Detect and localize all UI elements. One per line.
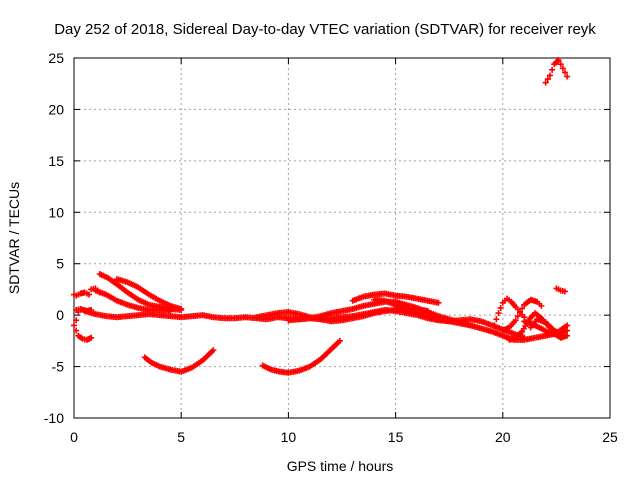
data-point <box>521 334 528 341</box>
data-points <box>71 57 571 376</box>
data-point <box>336 337 343 344</box>
series-track-7 <box>92 287 174 315</box>
x-tick-label: 5 <box>177 429 185 445</box>
data-point <box>491 322 498 329</box>
series-track-19 <box>553 285 568 295</box>
y-tick-label: 10 <box>48 204 64 220</box>
x-tick-label: 0 <box>70 429 78 445</box>
data-point <box>519 305 526 312</box>
data-point <box>557 61 564 68</box>
series-track-21 <box>259 337 343 376</box>
data-point <box>512 317 519 324</box>
x-tick-label: 20 <box>495 429 511 445</box>
x-tick-label: 25 <box>602 429 618 445</box>
data-point <box>559 65 566 72</box>
data-point <box>564 73 571 80</box>
plot-frame <box>73 57 611 419</box>
y-axis-label: SDTVAR / TECUs <box>6 182 22 294</box>
x-tick-label: 15 <box>388 429 404 445</box>
data-point <box>467 322 474 329</box>
data-point <box>86 291 93 298</box>
data-point <box>497 304 504 311</box>
data-point <box>178 305 185 312</box>
data-point <box>516 309 523 316</box>
data-point <box>538 302 545 309</box>
data-point <box>561 69 568 76</box>
data-point <box>167 308 174 315</box>
series-track-20 <box>141 347 217 375</box>
data-point <box>71 322 77 329</box>
y-tick-label: 25 <box>48 50 64 66</box>
series-track-18 <box>527 316 566 339</box>
y-tick-label: 15 <box>48 153 64 169</box>
data-point <box>549 66 556 73</box>
data-point <box>435 299 442 306</box>
series-track-11 <box>349 290 442 306</box>
data-point <box>73 317 80 324</box>
data-point <box>73 327 80 334</box>
y-tick-label: 5 <box>56 256 64 272</box>
data-point <box>544 76 551 83</box>
axis-ticks: 0 5 10 15 20 25 -10 -5 0 5 10 15 20 25 <box>44 50 618 445</box>
y-tick-label: -10 <box>44 410 64 426</box>
chart-title: Day 252 of 2018, Sidereal Day-to-day VTE… <box>54 21 596 38</box>
series-track-15 <box>499 296 545 334</box>
y-tick-label: 0 <box>56 307 64 323</box>
data-point <box>514 313 521 320</box>
data-point <box>493 316 500 323</box>
x-tick-label: 10 <box>281 429 297 445</box>
x-axis-label: GPS time / hours <box>287 458 394 474</box>
data-point <box>210 347 217 354</box>
data-point <box>555 57 562 64</box>
data-point <box>88 334 95 341</box>
y-tick-label: 20 <box>48 101 64 117</box>
data-point <box>542 79 549 86</box>
data-point <box>495 310 502 317</box>
data-point <box>564 327 571 334</box>
data-point <box>564 322 571 329</box>
data-point <box>546 72 553 79</box>
data-point <box>561 288 568 295</box>
series-track-22 <box>542 57 571 86</box>
series-track-6 <box>113 276 185 312</box>
data-point <box>559 332 566 339</box>
series-track-3 <box>73 327 95 343</box>
y-tick-label: -5 <box>52 359 65 375</box>
